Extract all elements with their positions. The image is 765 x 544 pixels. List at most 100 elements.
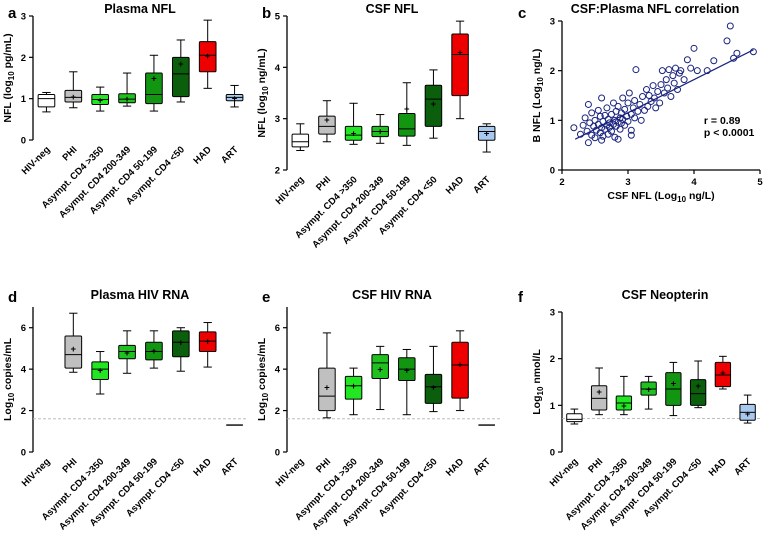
y-axis-label-text-end: ng/L) (531, 49, 543, 78)
box-mean-marker: + (431, 99, 437, 110)
y-tick-label: 3 (275, 114, 280, 125)
box-mean-marker: + (124, 348, 130, 359)
p-value: p < 0.0001 (704, 127, 755, 139)
y-axis-label-text-end: nmol/L (531, 349, 543, 387)
scatter-point (576, 130, 584, 138)
panel-e: e CSF HIV RNA 0 2 4 6 Log10 copies/mL HIV-neg + P… (256, 288, 500, 532)
y-axis-label: Log10 nmol/L (531, 349, 545, 415)
y-tick-label: 0 (550, 166, 555, 177)
scatter-point (649, 82, 657, 90)
y-axis-label: Log10 copies/mL (2, 337, 16, 421)
scatter-point (594, 106, 602, 114)
panel-c: c CSF:Plasma NFL correlation 0 1 2 3 B NFL (Lo… (518, 2, 763, 204)
scatter-point (608, 127, 615, 135)
scatter-point (726, 22, 734, 30)
category-label: HAD (191, 144, 213, 166)
scatter-point (591, 134, 599, 142)
box-iqr (198, 41, 217, 73)
box-mean-marker: + (457, 359, 463, 370)
category-label: ART (732, 456, 754, 478)
x-axis-label-subscript: 10 (677, 195, 686, 204)
scatter-point (625, 89, 633, 97)
y-tick-label: 2 (550, 354, 555, 365)
box-mean-marker: + (646, 385, 652, 396)
box-mean-marker: + (621, 401, 627, 412)
scatter-point (687, 64, 695, 72)
scatter-point (614, 102, 622, 110)
scatter-point (637, 116, 645, 124)
box-iqr (398, 113, 416, 137)
scatter-point (723, 37, 731, 45)
box-mean-marker: + (695, 381, 701, 392)
category-label: ART (471, 174, 493, 196)
y-tick-label: 2 (550, 66, 555, 77)
scatter-point (609, 99, 617, 107)
box-mean-marker: + (377, 126, 383, 137)
box-iqr (344, 125, 363, 141)
scatter-point (657, 81, 665, 89)
category-label: HAD (191, 456, 213, 478)
category-label: ART (219, 456, 241, 478)
panel-f: f CSF Neopterin 0 1 2 3 Log10 nmol/L HIV-neg + PH… (518, 288, 760, 532)
box-iqr (318, 115, 336, 135)
y-tick-label: 3 (21, 12, 26, 23)
scatter-point (598, 94, 606, 102)
box-mean-marker: + (720, 368, 726, 379)
category-label: HAD (444, 456, 466, 478)
panel-title: Plasma HIV RNA (91, 288, 190, 302)
box-mean-marker: + (671, 378, 677, 389)
scatter-point (642, 86, 650, 94)
category-label: ART (219, 144, 241, 166)
regression-line (574, 49, 754, 140)
panel-label: f (518, 289, 524, 306)
scatter-point (749, 48, 757, 56)
box-iqr (371, 354, 389, 379)
box-mean-marker: + (324, 115, 330, 126)
y-axis-label-subscript: 10 (7, 71, 16, 80)
category-label: HIV-neg (548, 456, 581, 489)
y-tick-label: 4 (275, 365, 281, 376)
y-axis-label-text-end: copies/mL (2, 337, 14, 392)
panel-label: c (518, 5, 526, 22)
box-mean-marker: + (404, 366, 410, 377)
scatter-point (703, 67, 711, 75)
scatter-point (624, 117, 632, 125)
panel-title: CSF HIV RNA (352, 288, 432, 302)
category-label: ART (471, 456, 493, 478)
scatter-point (570, 124, 578, 132)
box-mean-marker: + (97, 95, 103, 106)
scatter-point (584, 100, 592, 108)
box-iqr (145, 341, 163, 361)
box-iqr (64, 89, 83, 103)
box-iqr (198, 331, 217, 353)
box-iqr (318, 367, 336, 412)
y-axis-label-text-end: copies/mL (256, 337, 268, 392)
x-tick-label: 2 (559, 177, 564, 188)
y-tick-label: 2 (21, 406, 26, 417)
scatter-point (662, 76, 670, 84)
box-mean-marker: + (205, 51, 211, 62)
category-label: PHI (60, 144, 79, 163)
scatter-point (710, 57, 718, 65)
box-iqr (689, 379, 707, 406)
scatter-point (683, 56, 691, 64)
box-mean-marker: + (351, 381, 357, 392)
box-iqr (424, 373, 443, 404)
scatter-point (665, 66, 673, 74)
box-mean-marker: + (377, 365, 383, 376)
box-iqr (171, 330, 190, 358)
scatter-point (656, 99, 664, 107)
box-iqr (477, 125, 496, 141)
y-axis-label: B NFL (Log10 ng/L) (531, 49, 545, 143)
y-axis-label-text: Log (256, 402, 268, 421)
y-axis-label: NFL (log10 ng/mL) (256, 48, 270, 137)
scatter-point (658, 67, 666, 75)
y-tick-label: 4 (275, 63, 281, 74)
category-label: HAD (707, 456, 729, 478)
scatter-point (631, 96, 639, 104)
scatter-point (603, 104, 611, 112)
correlation-r: r = 0.89 (704, 115, 741, 127)
x-axis-label-text: CSF NFL (Log (607, 190, 677, 202)
box-iqr (37, 94, 56, 108)
box-mean-marker: + (151, 74, 157, 85)
